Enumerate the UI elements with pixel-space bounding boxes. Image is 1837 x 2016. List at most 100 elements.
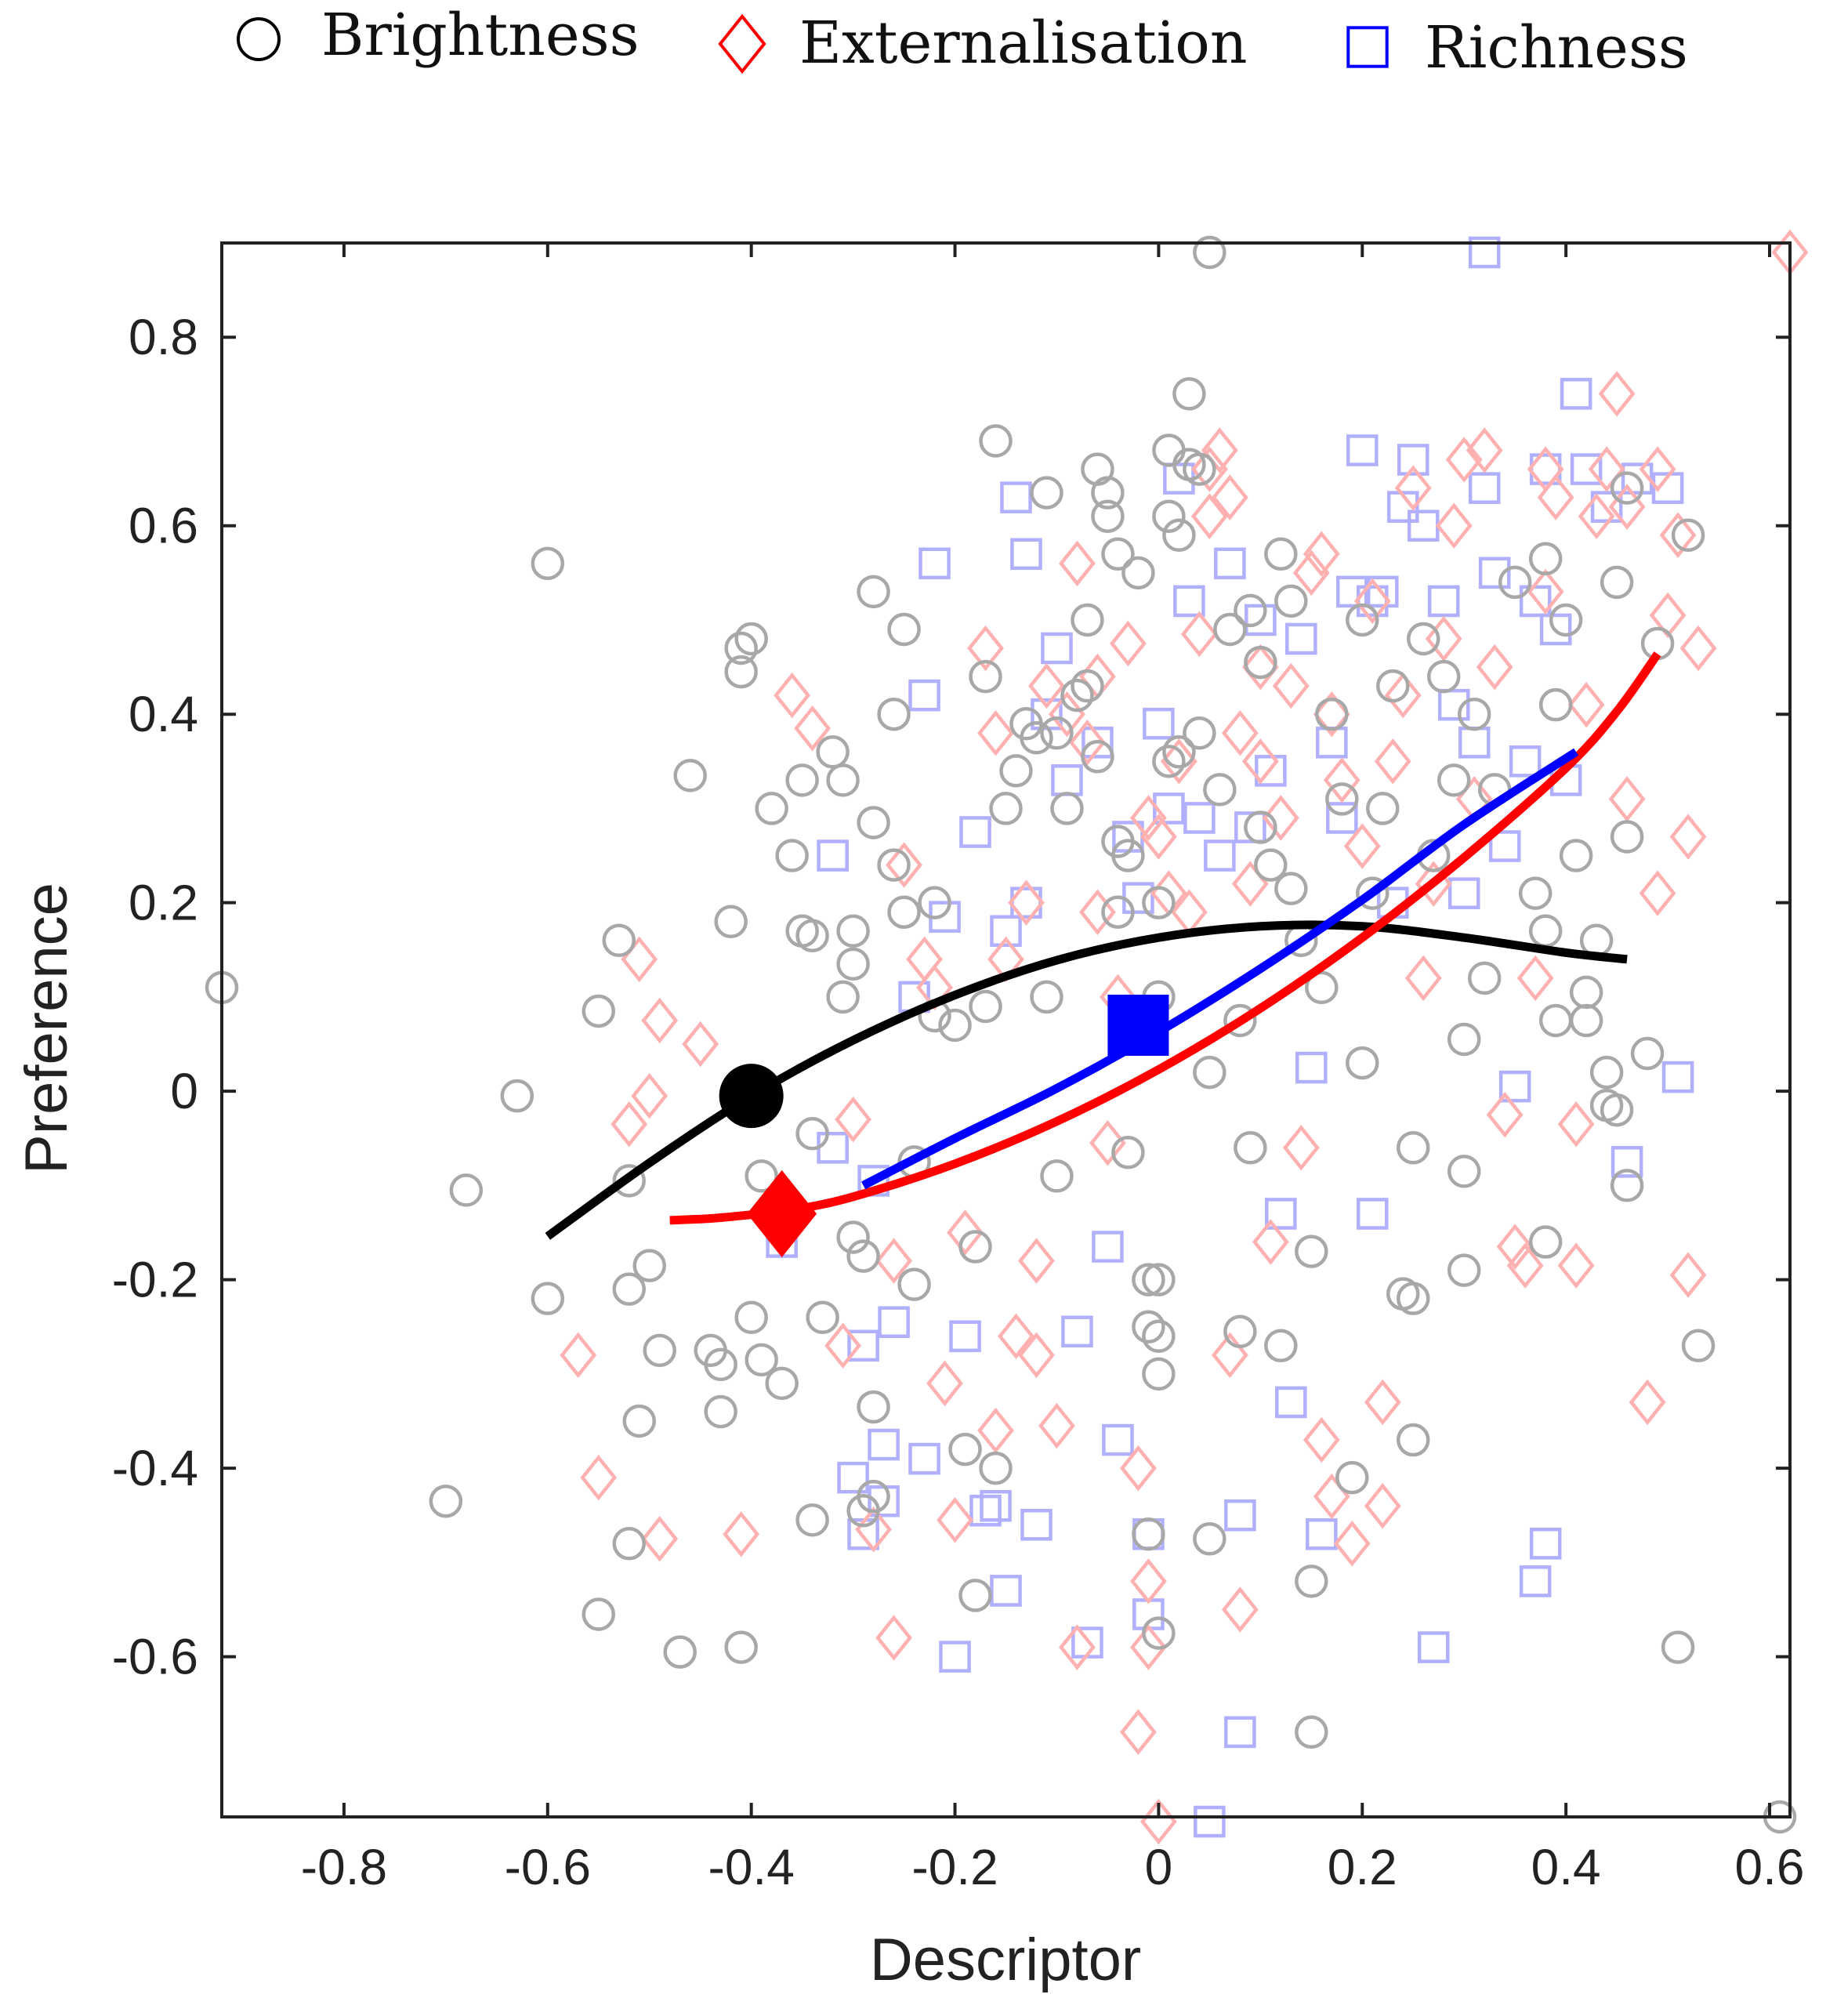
point-externalisation [1679, 625, 1717, 672]
point-brightness [887, 895, 921, 929]
point-brightness [1437, 763, 1471, 797]
point-externalisation [1170, 889, 1208, 935]
point-brightness [1132, 1310, 1165, 1344]
point-richness [918, 547, 951, 580]
point-externalisation [967, 625, 1004, 672]
point-richness [1010, 538, 1042, 571]
point-brightness [1162, 518, 1196, 552]
point-externalisation [1130, 1558, 1167, 1604]
point-brightness [857, 575, 890, 609]
point-externalisation [977, 1407, 1014, 1454]
point-richness [1122, 882, 1154, 914]
point-brightness [1121, 556, 1155, 590]
point-brightness [1244, 645, 1277, 680]
highlight-brightness [719, 1064, 784, 1129]
point-externalisation [875, 1238, 912, 1284]
point-brightness [1671, 518, 1705, 552]
point-richness [1437, 688, 1470, 721]
y-tick-label: -0.2 [112, 1252, 198, 1308]
point-richness [1285, 622, 1317, 655]
point-brightness [1091, 476, 1125, 509]
point-brightness [836, 914, 870, 948]
point-richness [1611, 1146, 1643, 1178]
point-externalisation [1374, 738, 1411, 785]
point-richness [1092, 1231, 1124, 1263]
point-brightness [724, 1630, 758, 1664]
point-externalisation [1466, 427, 1503, 473]
point-richness [1468, 472, 1501, 504]
x-tick-label: -0.6 [505, 1839, 591, 1895]
point-brightness [1172, 377, 1206, 411]
point-richness [1447, 877, 1480, 909]
point-richness [1417, 1631, 1450, 1663]
point-brightness [1234, 593, 1267, 628]
point-richness [1305, 1517, 1338, 1550]
point-externalisation [1028, 662, 1065, 709]
point-externalisation [1486, 1091, 1524, 1138]
x-tick-label: -0.4 [708, 1839, 795, 1895]
point-externalisation [631, 1072, 668, 1119]
point-externalisation [1303, 531, 1340, 578]
point-brightness [1040, 1159, 1074, 1193]
point-externalisation [1527, 568, 1564, 615]
point-brightness [1030, 980, 1063, 1014]
fit-curve-brightness [545, 920, 1628, 1240]
point-externalisation [1180, 611, 1218, 658]
point-externalisation [1282, 1125, 1320, 1171]
point-brightness [846, 1239, 880, 1273]
point-brightness [724, 654, 758, 689]
point-brightness [1528, 1225, 1563, 1259]
point-brightness [449, 1173, 484, 1207]
point-externalisation [1262, 795, 1299, 841]
point-brightness [1223, 1314, 1257, 1349]
point-brightness [663, 1635, 697, 1669]
point-externalisation [998, 1313, 1034, 1360]
point-externalisation [1221, 709, 1259, 756]
point-brightness [969, 659, 1002, 694]
point-brightness [857, 1479, 890, 1514]
x-tick-label: 0 [1145, 1839, 1173, 1895]
point-richness [1275, 1386, 1307, 1419]
point-brightness [857, 1390, 890, 1424]
point-richness [1102, 1423, 1134, 1456]
legend: Brightness Externalisation Richness [237, 2, 1688, 82]
point-brightness [795, 919, 829, 953]
point-externalisation [1241, 644, 1279, 691]
point-brightness [1396, 1282, 1430, 1315]
point-richness [969, 1494, 1002, 1527]
point-externalisation [1130, 795, 1167, 841]
point-richness [837, 1461, 869, 1494]
point-brightness [1406, 622, 1440, 656]
point-externalisation [1323, 757, 1361, 803]
point-richness [1245, 604, 1277, 636]
point-brightness [429, 1484, 463, 1518]
point-richness [1234, 811, 1266, 843]
point-externalisation [1557, 1100, 1595, 1148]
point-externalisation [1598, 371, 1636, 417]
point-richness [1224, 1499, 1256, 1532]
point-brightness [1610, 1169, 1644, 1202]
point-brightness [785, 763, 819, 797]
point-brightness [1426, 659, 1461, 694]
point-externalisation [1639, 446, 1676, 492]
point-externalisation [1537, 474, 1574, 520]
point-brightness [948, 1432, 982, 1467]
point-richness [1661, 1061, 1694, 1093]
point-richness [1041, 632, 1073, 665]
point-externalisation [977, 709, 1014, 756]
point-brightness [1020, 721, 1053, 755]
point-brightness [582, 1597, 616, 1631]
point-brightness [531, 546, 565, 581]
point-brightness [999, 754, 1033, 788]
point-richness [1265, 1198, 1297, 1230]
legend-label-externalisation: Externalisation [799, 9, 1247, 77]
point-brightness [1274, 872, 1308, 905]
point-externalisation [641, 1516, 679, 1562]
point-brightness [1193, 1522, 1226, 1556]
point-brightness [877, 848, 911, 882]
point-richness [1295, 1051, 1328, 1084]
point-externalisation [560, 1332, 597, 1379]
point-brightness [989, 792, 1023, 825]
point-externalisation [1425, 615, 1462, 662]
point-externalisation [1049, 691, 1085, 738]
